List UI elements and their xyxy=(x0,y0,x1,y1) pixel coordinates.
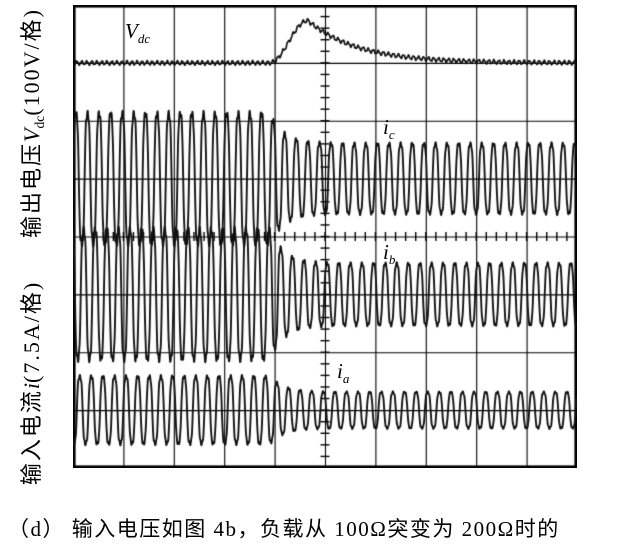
trace-label-ic-variable: i xyxy=(383,115,389,139)
trace-label-ia-subscript: a xyxy=(342,371,350,387)
trace-label-vdc: Vdc xyxy=(125,19,151,47)
trace-label-ib-variable: i xyxy=(383,240,389,264)
y-axis-label-top-subscript: dc xyxy=(32,115,48,129)
trace-label-vdc-variable: V xyxy=(125,19,138,43)
trace-label-vdc-subscript: dc xyxy=(137,31,151,47)
trace-label-ia-variable: i xyxy=(337,359,343,383)
y-axis-label-top-unit: (100V/格) xyxy=(18,8,44,116)
y-axis-label-bottom-variable: i xyxy=(18,383,44,390)
y-axis-label-top-text: 输出电压 xyxy=(18,141,44,238)
trace-label-ia: ia xyxy=(337,359,350,387)
oscilloscope-plot: Vdc ic ib ia xyxy=(73,5,577,468)
y-axis-label-bottom-unit: (7.5A/格) xyxy=(18,280,44,384)
y-axis-label-output-voltage: 输出电压Vdc(100V/格) xyxy=(14,8,48,238)
trace-label-ib-subscript: b xyxy=(388,252,396,268)
trace-label-ic-subscript: c xyxy=(388,127,395,143)
trace-label-ib: ib xyxy=(383,240,396,268)
y-axis-label-bottom-text: 输入电流 xyxy=(18,389,44,486)
y-axis-label-top-variable: V xyxy=(18,128,44,142)
y-axis-label-input-current: 输入电流i(7.5A/格) xyxy=(14,281,48,485)
trace-label-ic: ic xyxy=(383,115,395,143)
oscilloscope-canvas xyxy=(73,5,577,468)
figure-caption: （d） 输入电压如图 4b，负载从 100Ω突变为 200Ω时的 xyxy=(8,517,560,541)
